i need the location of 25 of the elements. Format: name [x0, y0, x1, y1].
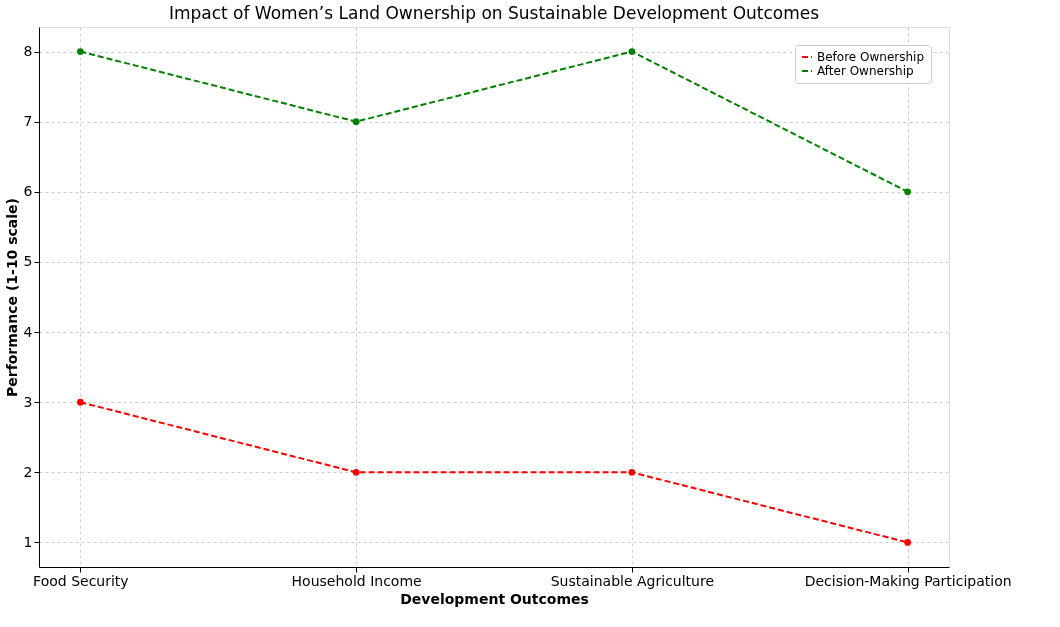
x-tick-label: Household Income [291, 572, 422, 589]
x-axis-title: Development Outcomes [400, 590, 589, 607]
y-tick-label: 4 [23, 323, 33, 340]
y-tick-label: 1 [23, 533, 33, 550]
y-tick-label: 2 [23, 463, 33, 480]
x-tick-label: Food Security [33, 572, 129, 589]
point [628, 48, 636, 55]
legend-label: After Ownership [817, 64, 914, 78]
point [904, 539, 911, 546]
x-tick-label: Sustainable Agriculture [550, 572, 715, 589]
legend-label: Before Ownership [817, 50, 925, 64]
point [352, 118, 360, 126]
point [352, 468, 360, 476]
y-tick-label: 3 [23, 393, 33, 410]
y-axis-title: Performance (1-10 scale) [3, 197, 20, 398]
point [628, 468, 636, 476]
y-tick-label: 5 [23, 253, 33, 270]
chart-title: Impact of Women’s Land Ownership on Sustainable Development Outcomes [168, 3, 820, 23]
y-tick-label: 6 [23, 183, 33, 200]
point [77, 398, 84, 406]
y-tick-label: 7 [23, 113, 33, 130]
y-tick-label: 8 [23, 43, 33, 60]
point [904, 188, 911, 196]
x-tick-label: Decision-Making Participation [804, 572, 1012, 589]
point [77, 48, 84, 55]
